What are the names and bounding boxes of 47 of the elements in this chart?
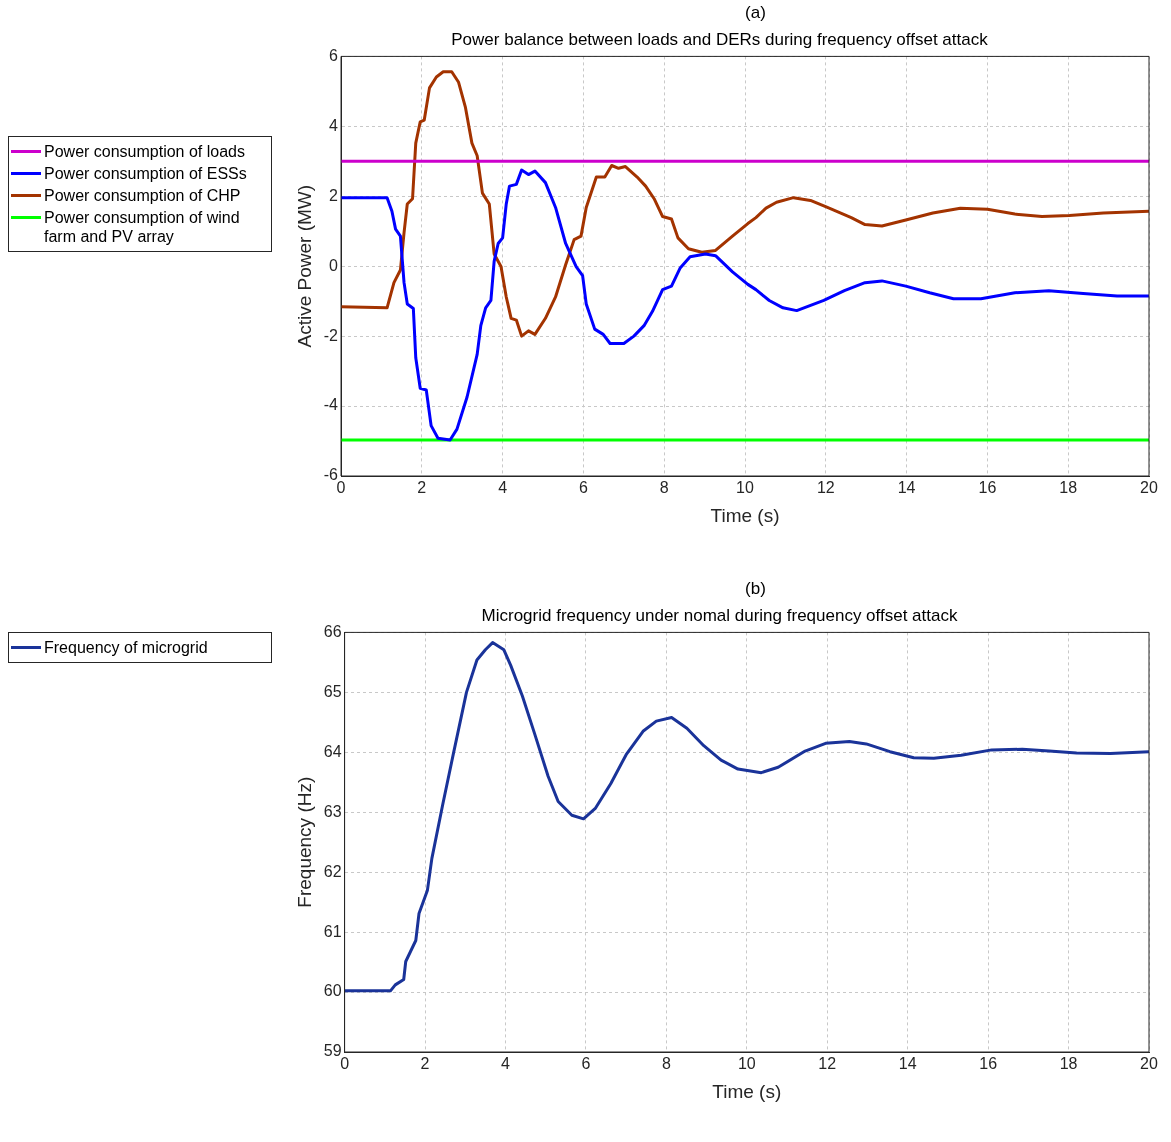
legend-label: Power consumption of loads: [44, 142, 245, 161]
x-tick-label: 18: [1059, 1055, 1078, 1073]
y-tick-label: 62: [323, 862, 342, 880]
y-tick-label: 61: [323, 922, 342, 940]
x-tick-label: 12: [818, 1055, 837, 1073]
legend-label: Power consumption of CHP: [44, 186, 241, 205]
y-tick-label: -2: [323, 326, 339, 344]
x-tick-label: 6: [578, 479, 588, 497]
y-tick-label: 59: [323, 1042, 342, 1060]
legend-label: Frequency of microgrid: [44, 638, 208, 657]
x-tick-label: 10: [736, 479, 755, 497]
x-axis-title: Time (s): [710, 504, 780, 526]
y-tick-label: 4: [329, 116, 339, 134]
x-tick-label: 8: [659, 479, 669, 497]
y-tick-label: 6: [329, 46, 339, 64]
x-tick-label: 10: [737, 1055, 756, 1073]
x-tick-label: 8: [661, 1055, 671, 1073]
chart-title: Power balance between loads and DERs during frequency offset attack: [451, 29, 989, 49]
x-tick-label: 14: [897, 479, 916, 497]
y-tick-label: 63: [323, 802, 342, 820]
x-tick-label: 20: [1140, 479, 1158, 497]
x-tick-label: 2: [417, 479, 427, 497]
text: (a): [744, 2, 767, 24]
x-tick-label: 2: [420, 1055, 430, 1073]
x-tick-label: 6: [581, 1055, 591, 1073]
x-axis-title: Time (s): [712, 1080, 782, 1102]
y-axis-title: Frequency (Hz): [293, 776, 315, 908]
text: (b): [744, 578, 767, 600]
x-tick-label: 16: [979, 1055, 998, 1073]
y-tick-label: 66: [323, 622, 342, 640]
y-tick-label: 0: [329, 256, 339, 274]
chart-title: Microgrid frequency under nomal during frequency offset attack: [481, 605, 958, 625]
x-tick-label: 18: [1059, 479, 1078, 497]
x-tick-label: 14: [898, 1055, 917, 1073]
y-tick-label: 60: [323, 982, 342, 1000]
x-tick-label: 4: [501, 1055, 511, 1073]
legend-label: Power consumption of wind farm and PV array: [44, 208, 241, 246]
y-tick-label: 65: [323, 682, 342, 700]
legend-label: Power consumption of ESSs: [44, 164, 247, 183]
y-tick-label: 64: [323, 742, 342, 760]
x-tick-label: 12: [816, 479, 835, 497]
y-tick-label: 2: [329, 186, 339, 204]
y-tick-label: -4: [323, 396, 339, 414]
x-tick-label: 20: [1140, 1055, 1158, 1073]
x-tick-label: 16: [978, 479, 997, 497]
x-tick-label: 4: [498, 479, 508, 497]
y-axis-title: Active Power (MW): [293, 184, 315, 348]
